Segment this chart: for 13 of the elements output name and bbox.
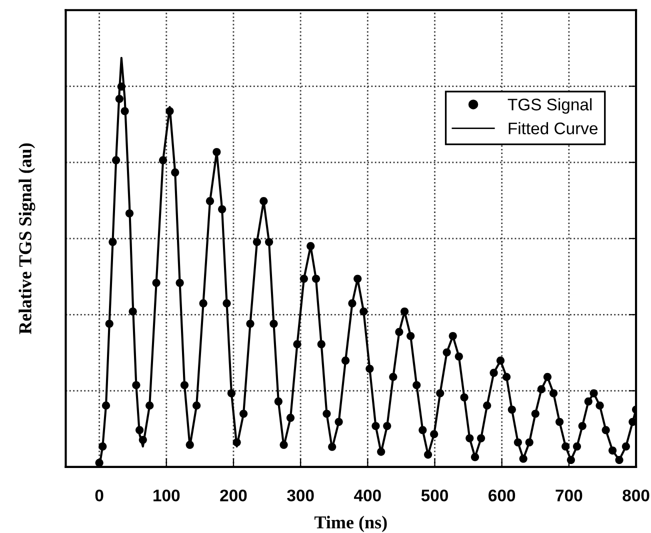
x-tick-label: 200 bbox=[220, 490, 247, 502]
x-tick-label: 500 bbox=[421, 490, 448, 502]
y-axis-title: Relative TGS Signal (au) bbox=[18, 143, 36, 334]
x-tick-label: 800 bbox=[622, 490, 650, 502]
x-axis-title: Time (ns) bbox=[314, 516, 387, 532]
x-tick-label: 400 bbox=[354, 490, 381, 502]
x-tick-label: 300 bbox=[287, 490, 314, 502]
x-tick-label: 0 bbox=[95, 490, 104, 502]
x-tick-label: 700 bbox=[556, 490, 582, 502]
x-tick-label: 100 bbox=[154, 490, 180, 502]
x-tick-label: 600 bbox=[488, 490, 516, 502]
legend-label: Fitted Curve bbox=[508, 122, 598, 134]
legend-label: TGS Signal bbox=[508, 98, 592, 114]
